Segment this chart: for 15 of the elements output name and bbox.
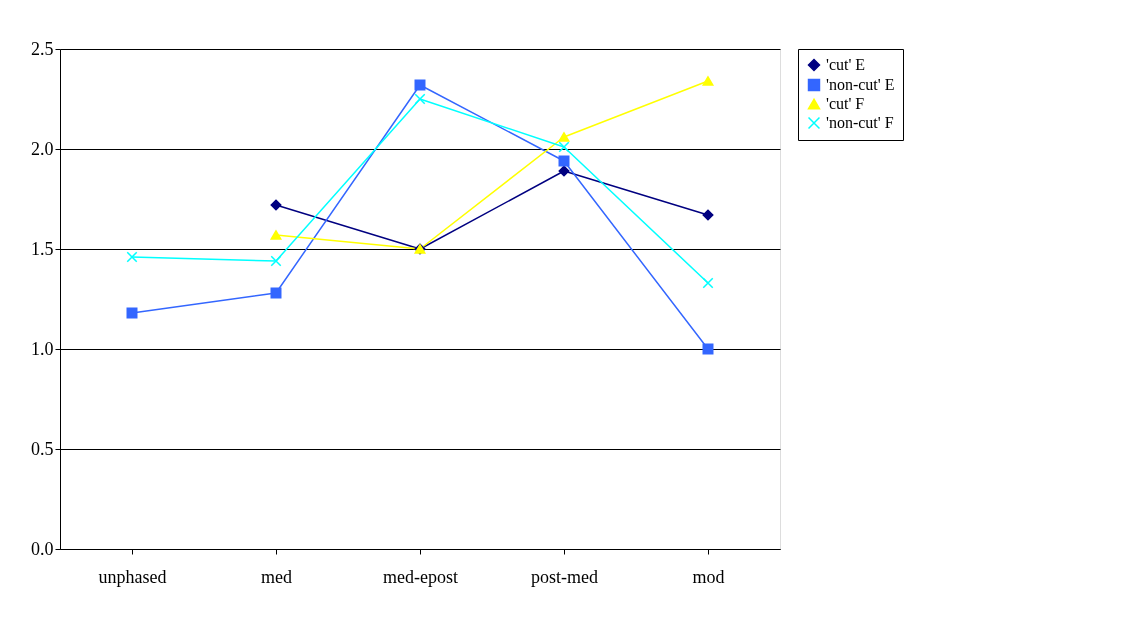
x-tick-label: post-med: [531, 566, 598, 587]
y-tick-label: 2.5: [31, 38, 54, 59]
y-tick-label: 2.0: [31, 138, 54, 159]
legend-label: 'cut' F: [826, 95, 865, 112]
x-tick-label: med: [261, 566, 292, 587]
x-tick-label: mod: [692, 566, 725, 587]
legend-label: 'non-cut' E: [826, 76, 895, 93]
legend-label: 'cut' E: [826, 56, 866, 73]
y-tick-label: 0.0: [31, 538, 54, 559]
y-tick-label: 0.5: [31, 438, 54, 459]
x-tick-label: unphased: [98, 566, 167, 587]
legend-label: 'non-cut' F: [826, 114, 894, 131]
y-tick-label: 1.5: [31, 238, 54, 259]
x-tick-label: med-epost: [383, 566, 458, 587]
y-tick-label: 1.0: [31, 338, 54, 359]
